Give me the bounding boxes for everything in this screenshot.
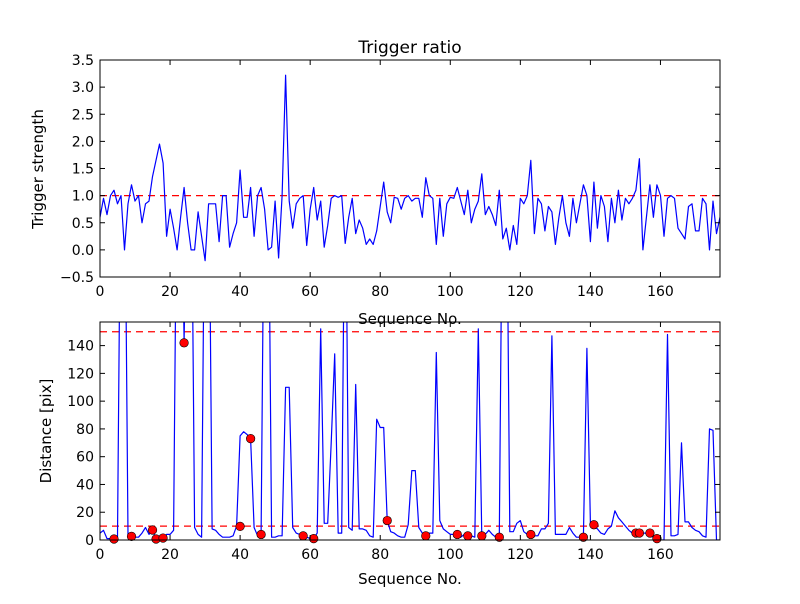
y-tick-label: 2.5 (72, 107, 94, 123)
y-tick-label: 1.0 (72, 189, 94, 205)
selected-point-marker (246, 434, 256, 444)
selected-point-marker (578, 532, 588, 542)
x-tick-label: 120 (507, 284, 534, 300)
x-tick-label: 20 (161, 284, 179, 300)
y-tick-label: 2.0 (72, 134, 94, 150)
top-axes-trigger-ratio: 0 20 40 60 80 100 120 140 160 −0.5 0.0 0.5 1.0 1.5 2.0… (60, 53, 721, 300)
x-tick-label: 60 (301, 284, 319, 300)
x-tick-label: 60 (301, 547, 319, 563)
selected-point-marker (645, 528, 655, 538)
y-tick-label: 100 (67, 394, 94, 410)
selected-point-marker (309, 534, 319, 544)
selected-point-marker (526, 529, 536, 540)
bottom-axes-distance: 0 20 40 60 80 100 120 140 160 0 20 40 60 80 100 120 140 (67, 321, 721, 563)
x-tick-label: 160 (647, 547, 674, 563)
x-tick-label: 140 (577, 284, 604, 300)
top-x-axis-label: Sequence No. (358, 310, 462, 328)
selected-point-marker (158, 533, 168, 543)
y-tick-label: 3.5 (72, 53, 94, 69)
chart-title: Trigger ratio (357, 38, 461, 58)
y-tick-label: 0.0 (72, 243, 94, 259)
selected-point-marker (298, 531, 308, 541)
plot-area (100, 322, 720, 540)
selected-point-marker (382, 515, 392, 526)
x-tick-label: 0 (96, 547, 105, 563)
y-tick-label: 0.5 (72, 216, 94, 232)
y-tick-label: 120 (67, 366, 94, 382)
series-line-distance (100, 322, 720, 540)
x-tick-label: 100 (437, 547, 464, 563)
y-tick-label: 140 (67, 339, 94, 355)
y-tick-label: 3.0 (72, 80, 94, 96)
x-tick-label: 20 (161, 547, 179, 563)
selected-point-marker (477, 531, 487, 541)
x-tick-label: 80 (371, 284, 389, 300)
x-tick-label: 0 (96, 284, 105, 300)
y-tick-label: 1.5 (72, 162, 94, 178)
top-y-axis-label: Trigger strength (29, 109, 47, 230)
selected-point-marker (179, 338, 189, 348)
x-tick-label: 80 (371, 547, 389, 563)
y-tick-label: 80 (76, 422, 94, 438)
selected-point-marker (421, 531, 431, 541)
selected-point-marker (589, 520, 599, 530)
x-tick-label: 40 (231, 284, 249, 300)
x-tick-label: 120 (507, 547, 534, 563)
bottom-x-axis-label: Sequence No. (358, 570, 462, 588)
bottom-y-axis-label: Distance [pix] (37, 379, 55, 484)
selected-point-marker (463, 531, 473, 541)
selected-point-marker (652, 534, 662, 544)
selected-point-marker (494, 532, 504, 542)
selected-point-marker (634, 528, 645, 538)
selected-point-marker (452, 529, 462, 540)
y-tick-label: 60 (76, 450, 94, 466)
x-tick-label: 140 (577, 547, 604, 563)
selected-point-marker (109, 534, 119, 544)
selected-point-marker (235, 521, 245, 531)
axes-frame (99, 321, 721, 541)
y-tick-label: −0.5 (60, 270, 94, 286)
selected-point-marker (147, 525, 158, 535)
y-tick-label: 0 (85, 533, 94, 549)
x-tick-label: 100 (437, 284, 464, 300)
plot-area (100, 74, 720, 262)
x-tick-label: 40 (231, 547, 249, 563)
y-tick-label: 20 (76, 505, 94, 521)
series-line-trigger-strength (100, 74, 720, 262)
selected-point-marker (126, 531, 137, 541)
y-tick-label: 40 (76, 477, 94, 493)
x-tick-label: 160 (647, 284, 674, 300)
selected-point-marker (256, 529, 266, 540)
